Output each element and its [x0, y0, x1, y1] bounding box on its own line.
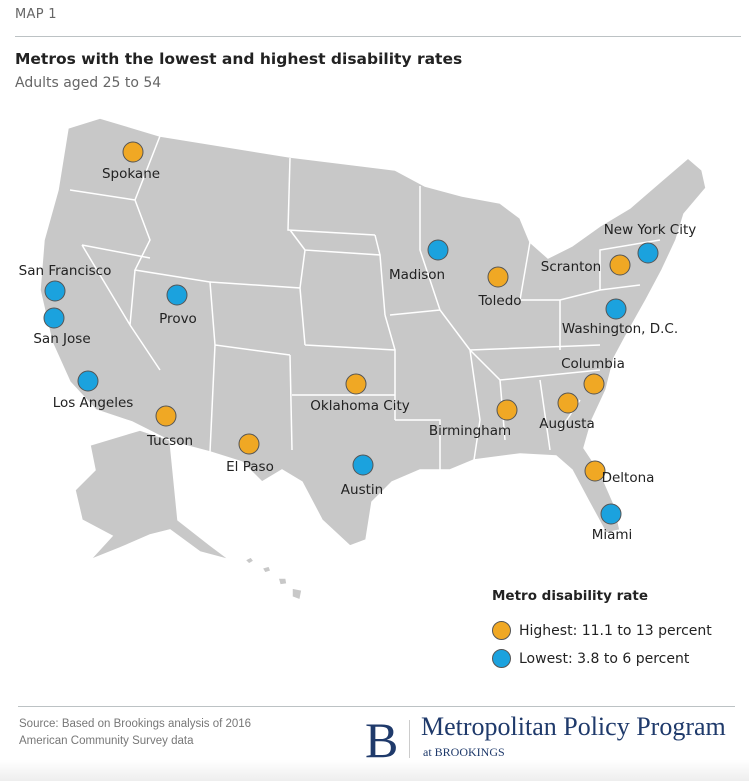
metro-label-austin: Austin: [341, 482, 383, 498]
metro-marker-tucson: [155, 405, 177, 427]
source-note: Source: Based on Brookings analysis of 2…: [19, 716, 251, 750]
metro-marker-washington-d-c: [605, 298, 627, 320]
metro-label-augusta: Augusta: [539, 416, 595, 432]
map-number: MAP 1: [15, 7, 57, 22]
legend-item-highest: Highest: 11.1 to 13 percent: [492, 621, 712, 640]
brookings-logo-letter: B: [365, 712, 399, 768]
metro-marker-new-york-city: [637, 242, 659, 264]
metro-label-washington-d-c: Washington, D.C.: [562, 321, 678, 337]
metro-marker-columbia: [583, 373, 605, 395]
legend-item-lowest: Lowest: 3.8 to 6 percent: [492, 649, 689, 668]
logo-subtitle: at BROOKINGS: [423, 745, 505, 759]
alaska: [74, 429, 231, 561]
metro-label-oklahoma-city: Oklahoma City: [310, 398, 409, 414]
metro-label-provo: Provo: [159, 311, 197, 327]
metro-label-scranton: Scranton: [541, 259, 601, 275]
metro-marker-los-angeles: [77, 370, 99, 392]
metro-marker-scranton: [609, 254, 631, 276]
hawaii: [243, 556, 303, 602]
metro-marker-el-paso: [238, 433, 260, 455]
metro-marker-san-jose: [43, 307, 65, 329]
map-subtitle: Adults aged 25 to 54: [15, 75, 162, 91]
metro-marker-miami: [600, 503, 622, 525]
blue-dot-icon: [492, 649, 511, 668]
footer-shade: [0, 760, 749, 781]
metro-marker-provo: [166, 284, 188, 306]
logo-program-name: Metropolitan Policy Program: [421, 712, 726, 741]
metro-label-madison: Madison: [389, 267, 445, 283]
metro-marker-madison: [427, 239, 449, 261]
metro-marker-austin: [352, 454, 374, 476]
metro-marker-deltona: [584, 460, 606, 482]
metro-marker-toledo: [487, 266, 509, 288]
metro-label-new-york-city: New York City: [604, 222, 697, 238]
state-borders: [69, 135, 661, 470]
metro-label-deltona: Deltona: [602, 470, 655, 486]
logo-separator: [409, 720, 410, 758]
map-title: Metros with the lowest and highest disab…: [15, 50, 463, 68]
legend-label-lowest: Lowest: 3.8 to 6 percent: [519, 650, 690, 667]
metro-label-spokane: Spokane: [102, 166, 160, 182]
metro-marker-oklahoma-city: [345, 373, 367, 395]
orange-dot-icon: [492, 621, 511, 640]
metro-label-miami: Miami: [592, 527, 633, 543]
legend-label-highest: Highest: 11.1 to 13 percent: [519, 622, 712, 639]
source-line-1: Source: Based on Brookings analysis of 2…: [19, 718, 252, 730]
header-divider: [15, 36, 741, 37]
metro-marker-augusta: [557, 392, 579, 414]
metro-marker-birmingham: [496, 399, 518, 421]
metro-label-el-paso: El Paso: [226, 459, 274, 475]
metro-label-birmingham: Birmingham: [429, 423, 511, 439]
metro-marker-spokane: [122, 141, 144, 163]
metro-label-san-francisco: San Francisco: [19, 263, 112, 279]
source-line-2: American Community Survey data: [19, 735, 194, 747]
metro-label-toledo: Toledo: [477, 293, 521, 309]
us-map: Spokane San Francisco San Jose Provo Los Ang…: [19, 117, 707, 602]
legend-title: Metro disability rate: [492, 588, 648, 604]
metro-label-los-angeles: Los Angeles: [53, 395, 134, 411]
footer-divider: [18, 706, 735, 707]
metro-label-san-jose: San Jose: [33, 331, 90, 347]
metro-label-columbia: Columbia: [561, 356, 625, 372]
metro-label-tucson: Tucson: [146, 433, 193, 449]
metro-marker-san-francisco: [44, 280, 66, 302]
